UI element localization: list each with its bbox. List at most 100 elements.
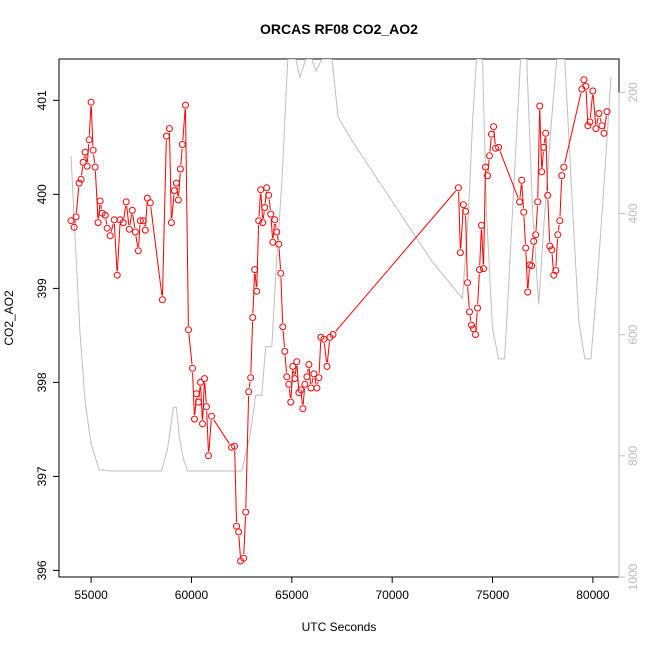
data-point	[134, 247, 142, 255]
data-point	[182, 101, 189, 109]
series-segment	[489, 138, 492, 152]
series-segment	[564, 93, 582, 164]
data-point	[584, 122, 592, 130]
series-segment	[547, 199, 551, 242]
data-point	[193, 390, 200, 398]
data-point	[199, 420, 206, 428]
data-point	[70, 223, 78, 231]
series-segment	[326, 341, 330, 363]
series-segment	[88, 106, 92, 136]
series-segment	[521, 184, 524, 209]
data-point	[472, 331, 479, 338]
data-point	[122, 198, 130, 206]
series-segment	[525, 252, 528, 289]
y-tick-label: 400	[35, 184, 49, 204]
data-point	[185, 326, 192, 334]
series-segment	[185, 109, 189, 326]
data-point	[544, 191, 552, 199]
data-point	[101, 211, 109, 219]
data-point	[468, 321, 475, 329]
series-segment	[213, 419, 230, 444]
data-point	[490, 123, 498, 131]
data-point	[560, 163, 568, 171]
series-segment	[277, 236, 279, 241]
data-point	[303, 373, 311, 381]
data-point	[281, 347, 289, 355]
data-point	[486, 152, 493, 160]
data-point	[253, 287, 261, 295]
data-point	[546, 242, 554, 250]
data-point	[81, 148, 89, 156]
data-point	[259, 219, 267, 227]
data-point	[201, 375, 208, 383]
series-segment	[171, 194, 175, 219]
series-segment	[284, 355, 287, 373]
data-point	[158, 296, 166, 304]
y-tick-label: 399	[35, 278, 49, 298]
data-point	[131, 228, 139, 236]
data-point	[520, 208, 528, 216]
data-point	[488, 130, 495, 138]
y-tick-label: 397	[35, 466, 49, 486]
data-point	[261, 204, 269, 211]
data-point	[89, 146, 97, 154]
x-tick-label: 75000	[476, 588, 510, 602]
x-axis: 55000 60000 65000 70000 75000 80000	[74, 576, 610, 602]
series-segment	[318, 341, 322, 374]
series-segment	[243, 516, 246, 555]
data-point	[603, 108, 611, 116]
data-point	[83, 162, 91, 170]
data-point	[313, 384, 321, 392]
series-segment	[537, 110, 541, 198]
data-point	[320, 335, 328, 343]
series-segment	[206, 410, 209, 452]
data-point	[136, 217, 144, 225]
series-segment	[202, 382, 205, 420]
data-point	[528, 262, 536, 270]
series-segment	[126, 206, 130, 226]
series-segment	[110, 223, 114, 232]
data-point	[556, 217, 564, 225]
data-point	[189, 364, 196, 372]
y2-tick-label: 800	[626, 445, 640, 465]
series-segment	[204, 382, 207, 403]
series-segment	[282, 331, 285, 348]
data-point	[552, 267, 560, 274]
data-point	[178, 141, 186, 148]
data-point	[293, 358, 301, 366]
data-point	[279, 323, 287, 331]
series-segment	[188, 333, 193, 365]
data-point	[580, 76, 588, 84]
data-point	[128, 206, 136, 214]
data-point	[146, 199, 154, 207]
series-segment	[479, 229, 482, 266]
data-point	[600, 129, 608, 137]
data-point	[125, 225, 133, 233]
data-point	[476, 266, 483, 274]
series-segment	[180, 148, 183, 165]
series-segment	[314, 377, 317, 384]
series-segment	[458, 191, 461, 249]
data-point	[119, 219, 127, 227]
series-segment	[248, 381, 251, 388]
series-segment	[519, 184, 522, 198]
y-tick-label: 396	[35, 560, 49, 580]
data-point	[245, 388, 253, 396]
data-point	[174, 196, 182, 204]
x-tick-label: 60000	[175, 588, 209, 602]
data-point	[87, 98, 95, 106]
data-point	[103, 224, 111, 232]
data-point	[75, 179, 83, 187]
series-segment	[123, 206, 127, 219]
data-point	[495, 143, 503, 151]
series-segment	[555, 238, 558, 267]
data-point	[592, 125, 600, 133]
data-point	[85, 136, 93, 144]
series-segment	[81, 166, 84, 176]
series-segment	[262, 211, 265, 219]
data-point	[77, 175, 85, 183]
series-segment	[589, 95, 593, 118]
data-point	[172, 179, 180, 187]
data-point	[273, 228, 281, 236]
data-point	[329, 331, 337, 338]
